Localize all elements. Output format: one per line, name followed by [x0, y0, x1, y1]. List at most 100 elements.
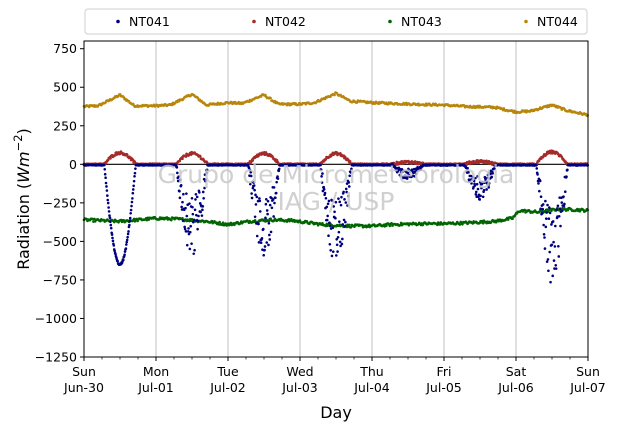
nt041-point: [266, 199, 270, 203]
nt041-point: [105, 189, 109, 192]
nt041-point: [543, 236, 546, 239]
nt041-point: [560, 201, 564, 204]
nt041-point: [330, 254, 334, 258]
nt041-point: [200, 214, 204, 217]
nt041-point: [192, 220, 195, 224]
nt041-point: [253, 215, 257, 219]
nt041-point: [107, 206, 110, 209]
nt041-point: [106, 201, 110, 205]
watermark-line-1: Grupo de Micrometeorologia: [158, 160, 515, 189]
nt041-point: [193, 248, 196, 252]
x-tick-label-day: Tue: [216, 364, 239, 379]
nt041-point: [127, 230, 130, 233]
nt041-point: [268, 203, 272, 207]
nt041-point: [112, 244, 116, 247]
nt041-point: [264, 216, 267, 220]
nt041-point: [265, 209, 269, 212]
nt041-point: [188, 230, 192, 234]
nt041-point: [340, 242, 344, 246]
nt041-point: [547, 206, 551, 209]
nt041-point: [178, 189, 181, 193]
nt041-point: [106, 198, 110, 202]
nt041-point: [202, 196, 205, 200]
nt041-point: [549, 280, 552, 284]
nt041-point: [479, 194, 482, 198]
nt041-point: [541, 207, 545, 211]
nt041-point: [250, 192, 253, 195]
nt041-point: [128, 220, 132, 223]
legend-marker: [388, 19, 392, 24]
nt041-point: [267, 221, 271, 225]
nt041-point: [197, 214, 200, 218]
nt041-point: [108, 216, 112, 219]
nt041-point: [123, 253, 126, 257]
nt041-point: [544, 199, 547, 203]
nt041-point: [260, 237, 264, 240]
nt043-point: [218, 220, 221, 224]
nt041-point: [109, 226, 113, 230]
nt041-point: [129, 211, 132, 215]
legend-label: NT043: [401, 14, 442, 29]
nt041-point: [328, 221, 331, 224]
nt041-point: [194, 192, 198, 196]
y-axis-title: Radiation (Wm−2): [11, 128, 33, 270]
nt041-point: [105, 185, 108, 188]
x-tick-label-date: Jun-30: [63, 380, 104, 395]
nt041-point: [482, 188, 486, 192]
nt041-point: [259, 241, 263, 245]
y-tick-label: −500: [43, 234, 77, 249]
nt041-point: [190, 196, 194, 200]
nt042-point: [125, 153, 129, 156]
nt041-point: [272, 215, 275, 218]
nt041-point: [545, 211, 548, 214]
nt041-point: [325, 218, 329, 222]
nt041-point: [131, 197, 134, 200]
nt043-point: [267, 219, 271, 223]
nt041-point: [268, 238, 272, 241]
nt041-point: [558, 207, 562, 211]
x-tick-label-day: Fri: [437, 364, 452, 379]
nt041-point: [199, 210, 202, 214]
nt041-point: [185, 192, 188, 195]
nt041-point: [554, 267, 558, 270]
x-tick-label-date: Jul-01: [137, 380, 174, 395]
nt041-point: [337, 230, 341, 234]
nt041-point: [344, 220, 347, 224]
nt041-point: [185, 214, 189, 218]
nt041-point: [552, 259, 556, 262]
nt041-point: [539, 195, 543, 198]
nt041-point: [268, 233, 271, 237]
nt041-point: [334, 216, 337, 220]
y-tick-label: −250: [43, 195, 77, 210]
nt041-point: [258, 199, 262, 203]
nt042-point: [395, 160, 399, 164]
nt041-point: [192, 252, 196, 256]
y-tick-label: −1000: [35, 311, 77, 326]
nt041-point: [182, 192, 185, 196]
nt041-point: [263, 245, 267, 248]
nt041-point: [263, 248, 266, 252]
nt041-point: [563, 190, 567, 194]
nt041-point: [265, 197, 268, 201]
nt041-point: [189, 224, 192, 228]
nt041-point: [130, 204, 133, 208]
nt041-point: [478, 198, 482, 201]
nt041-point: [269, 230, 273, 234]
nt041-point: [547, 217, 551, 220]
y-tick-label: −1250: [35, 350, 77, 365]
nt043-point: [353, 225, 356, 228]
nt041-point: [188, 202, 191, 205]
nt041-point: [557, 214, 561, 218]
y-tick-label: 500: [53, 80, 77, 95]
nt041-point: [544, 217, 548, 220]
nt041-point: [481, 195, 485, 199]
nt041-point: [133, 171, 137, 175]
nt041-point: [196, 219, 200, 223]
nt042-point: [413, 160, 417, 163]
nt041-point: [201, 205, 205, 208]
nt041-point: [537, 182, 540, 185]
nt041-point: [538, 189, 541, 193]
nt043-point: [388, 224, 392, 228]
x-tick-label-date: Jul-04: [353, 380, 390, 395]
nt041-point: [273, 201, 276, 205]
